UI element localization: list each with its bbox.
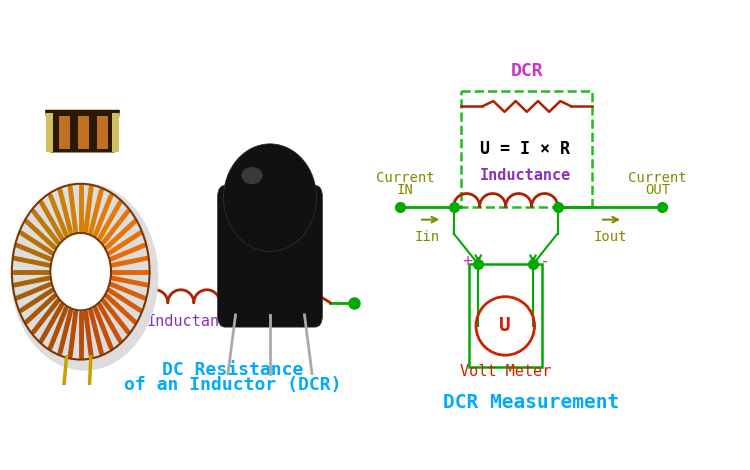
Text: Current: Current [376,171,434,185]
Polygon shape [46,110,119,152]
Ellipse shape [242,167,262,184]
Bar [46,112,53,152]
Text: Inductance: Inductance [146,314,238,329]
Text: +: + [463,252,472,270]
Text: OUT: OUT [645,182,670,196]
Text: Current: Current [628,171,687,185]
Text: DCR: DCR [282,314,310,329]
Text: -: - [538,252,549,270]
Bar [59,116,70,149]
Text: IN: IN [397,182,413,196]
Circle shape [12,184,158,370]
Text: U = I × R: U = I × R [480,140,570,158]
Text: Iin: Iin [414,230,440,243]
Bar [78,116,88,149]
Text: DCR: DCR [511,62,543,79]
Text: U: U [500,316,512,336]
Text: of an Inductor (DCR): of an Inductor (DCR) [124,376,341,394]
Bar [98,116,108,149]
Bar [461,91,592,206]
FancyBboxPatch shape [217,185,322,327]
Bar [469,264,542,367]
Text: Inductance: Inductance [480,168,571,183]
Bar [112,112,119,152]
Ellipse shape [224,144,316,251]
Circle shape [50,233,111,311]
Text: Iout: Iout [593,230,627,243]
Text: Volt Meter: Volt Meter [460,364,551,379]
Text: DC Resistance: DC Resistance [162,360,303,378]
Text: DCR Measurement: DCR Measurement [442,393,619,412]
